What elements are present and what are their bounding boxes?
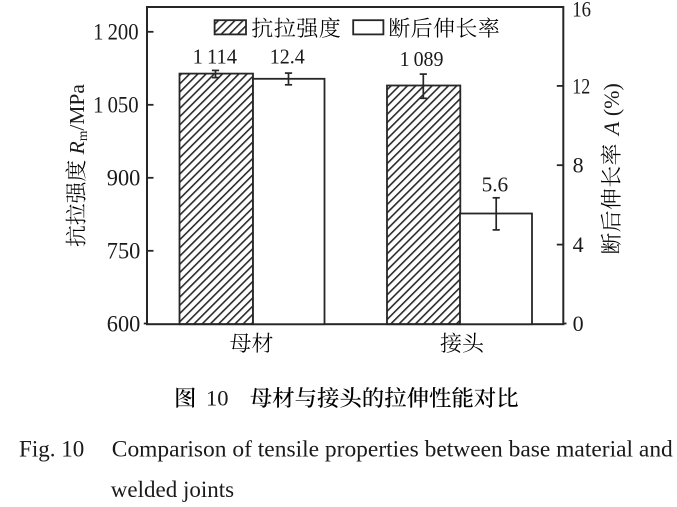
svg-text:0: 0 — [573, 311, 584, 336]
svg-text:5.6: 5.6 — [482, 173, 509, 197]
svg-text:4: 4 — [573, 232, 584, 257]
svg-text:1 200: 1 200 — [93, 20, 139, 45]
svg-text:900: 900 — [107, 166, 141, 191]
svg-text:Rm/MPa: Rm/MPa — [65, 84, 90, 156]
svg-text:A (%): A (%) — [599, 83, 624, 137]
svg-text:10: 10 — [206, 386, 229, 411]
svg-text:16: 16 — [572, 0, 591, 21]
svg-text:750: 750 — [107, 239, 141, 264]
svg-text:1 089: 1 089 — [400, 47, 444, 71]
svg-text:600: 600 — [107, 311, 141, 336]
svg-text:welded joints: welded joints — [111, 477, 234, 502]
svg-text:8: 8 — [573, 153, 584, 178]
svg-text:Fig. 10: Fig. 10 — [19, 436, 84, 461]
svg-text:1 050: 1 050 — [93, 93, 139, 118]
svg-text:Comparison of tensile properti: Comparison of tensile properties between… — [112, 436, 674, 461]
svg-text:1 114: 1 114 — [193, 45, 238, 69]
svg-text:12.4: 12.4 — [270, 45, 305, 69]
svg-text:12: 12 — [572, 73, 590, 98]
